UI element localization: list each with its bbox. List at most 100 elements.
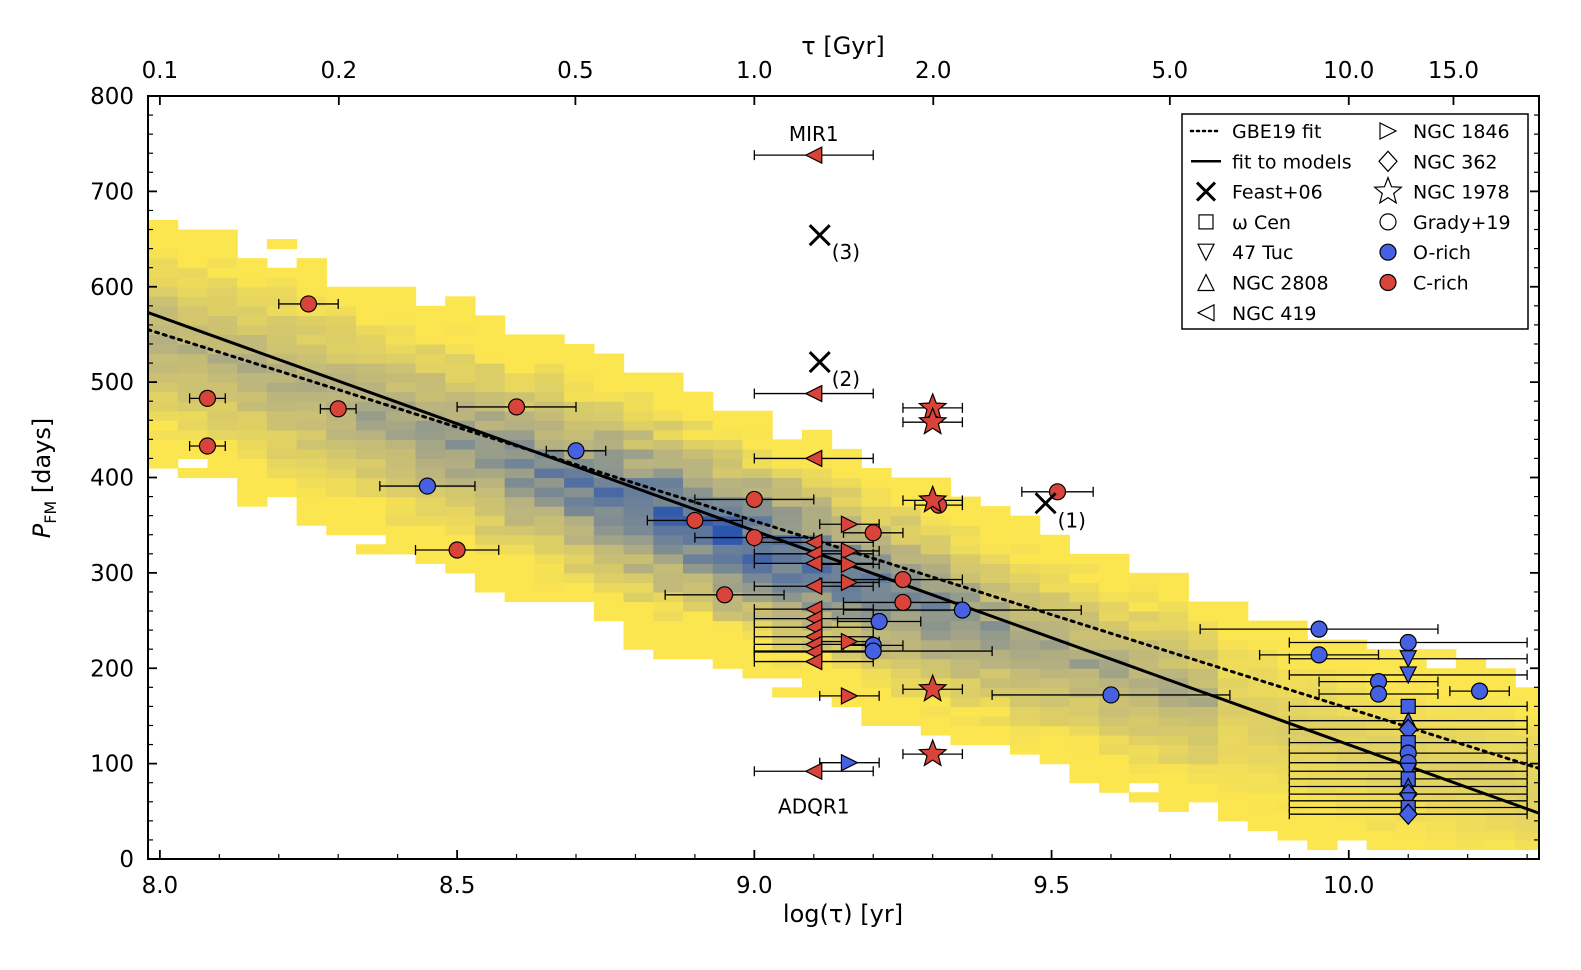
axes: 8.0 8.5 9.0 9.5 10.0 0 100 200 300 400 500 600 700 80… xyxy=(90,58,1539,899)
density-cell xyxy=(683,534,714,545)
density-cell xyxy=(623,391,654,402)
density-cell xyxy=(534,591,565,603)
density-cell xyxy=(564,353,595,364)
density-cell xyxy=(148,277,179,288)
density-cell xyxy=(385,391,417,402)
density-cell xyxy=(1039,553,1070,564)
density-cell xyxy=(1009,668,1041,679)
density-cell xyxy=(593,515,625,526)
density-cell xyxy=(980,515,1011,526)
density-cell xyxy=(593,506,625,517)
density-cell xyxy=(415,401,446,412)
density-cell xyxy=(950,544,981,555)
density-cell xyxy=(1247,792,1279,803)
density-cell xyxy=(296,324,327,336)
density-cell xyxy=(356,334,387,345)
density-cell xyxy=(1158,572,1189,584)
density-cell xyxy=(445,401,476,412)
density-cell xyxy=(1366,801,1397,812)
density-cell xyxy=(1515,725,1539,736)
density-cell xyxy=(831,620,862,631)
density-cell xyxy=(564,534,595,545)
density-cell xyxy=(1158,725,1189,736)
density-cell xyxy=(534,477,565,488)
density-cell xyxy=(1336,725,1368,736)
top-tick-label: 15.0 xyxy=(1428,58,1479,84)
density-cell xyxy=(1069,591,1100,603)
density-cell xyxy=(415,515,446,526)
density-cell xyxy=(683,525,714,536)
density-cell xyxy=(296,410,327,421)
density-cell xyxy=(474,477,506,488)
density-cell xyxy=(237,467,268,479)
density-cell xyxy=(207,286,238,297)
density-cell xyxy=(1218,782,1249,793)
annotation-label: MIR1 xyxy=(789,122,839,146)
density-cell xyxy=(623,372,654,383)
density-cell xyxy=(148,219,179,231)
density-cell xyxy=(1039,591,1070,603)
density-cell xyxy=(1128,658,1160,669)
density-cell xyxy=(653,553,684,564)
density-cell xyxy=(266,315,298,326)
density-cell xyxy=(801,496,833,507)
density-cell xyxy=(326,305,357,316)
density-cell xyxy=(1396,820,1427,831)
density-cell xyxy=(207,324,238,336)
density-cell xyxy=(772,525,803,536)
density-cell xyxy=(474,496,506,507)
density-cell xyxy=(474,448,506,460)
legend-tri-left-icon xyxy=(1196,303,1215,322)
density-cell xyxy=(148,315,179,326)
density-cell xyxy=(1069,639,1100,650)
density-cell xyxy=(1366,658,1397,669)
density-cell xyxy=(1307,706,1338,717)
data-point-tri-right xyxy=(840,573,859,592)
data-point-circle xyxy=(1310,646,1328,664)
density-cell xyxy=(237,448,268,460)
density-cell xyxy=(1099,553,1130,564)
density-cell xyxy=(296,439,327,450)
density-cell xyxy=(1128,572,1160,584)
density-cell xyxy=(564,458,595,469)
density-cell xyxy=(296,487,327,498)
density-cell xyxy=(356,477,387,488)
density-cell xyxy=(801,677,833,688)
density-cell xyxy=(593,496,625,507)
data-point-circle xyxy=(1399,633,1417,652)
data-point-tri-left xyxy=(804,577,823,596)
density-cell xyxy=(980,572,1011,584)
y-axis-label: PFM [days] xyxy=(28,418,60,539)
density-cell xyxy=(1039,620,1070,631)
density-cell xyxy=(653,525,684,536)
density-cell xyxy=(950,506,981,517)
density-cell xyxy=(1069,715,1100,727)
density-cell xyxy=(831,467,862,479)
density-cell xyxy=(1009,715,1041,727)
legend-label: NGC 362 xyxy=(1413,151,1498,173)
density-cell xyxy=(1366,820,1397,831)
density-cell xyxy=(474,420,506,431)
density-cell xyxy=(623,525,654,536)
density-cell xyxy=(1099,763,1130,774)
density-cell xyxy=(534,439,565,450)
density-cell xyxy=(445,324,476,336)
data-point-circle xyxy=(198,389,217,407)
density-cell xyxy=(237,353,268,364)
density-cell xyxy=(831,630,862,641)
density-cell xyxy=(1277,639,1308,650)
density-cell xyxy=(831,477,862,488)
density-cell xyxy=(1426,820,1457,831)
density-cell xyxy=(1128,725,1160,736)
density-cell xyxy=(385,525,417,536)
density-cell xyxy=(326,439,357,450)
density-cell xyxy=(1277,744,1308,755)
density-cell xyxy=(177,448,209,460)
density-cell xyxy=(831,677,862,688)
density-cell xyxy=(148,296,179,307)
density-cell xyxy=(1039,572,1070,584)
density-cell xyxy=(950,725,981,736)
density-cell xyxy=(385,420,417,431)
density-cell xyxy=(742,410,773,421)
density-cell xyxy=(148,439,179,450)
